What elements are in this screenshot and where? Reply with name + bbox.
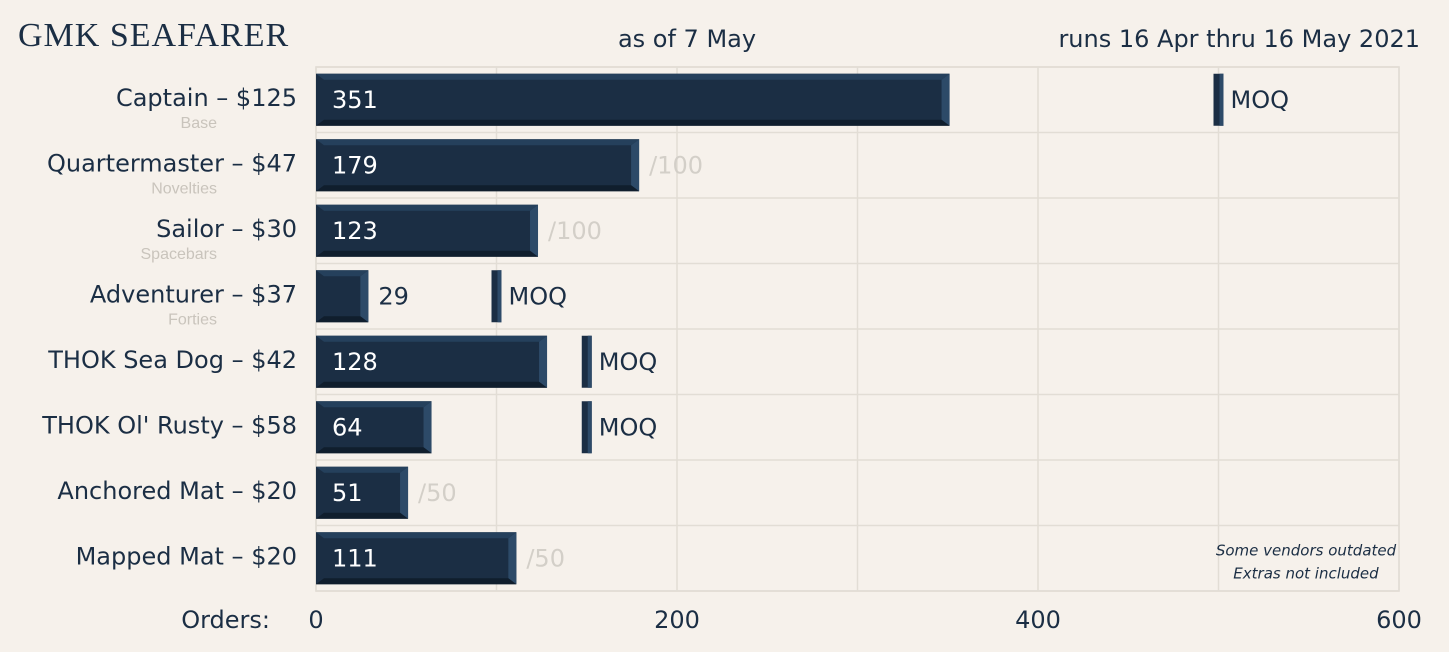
value-label: 64 — [332, 413, 363, 441]
bar-bevel — [539, 335, 548, 388]
bar-bevel — [316, 316, 369, 323]
bar-bevel — [316, 401, 432, 408]
x-tick-label: 200 — [654, 606, 700, 634]
bar — [316, 466, 409, 519]
category-note: Novelties — [151, 180, 217, 197]
bar-bevel — [316, 335, 548, 342]
x-tick-label: 400 — [1015, 606, 1061, 634]
bar-bevel — [316, 270, 369, 277]
moq-bevel — [497, 270, 502, 323]
note: Extras not included — [1233, 565, 1379, 583]
bar-bevel — [316, 578, 517, 585]
moq-label: MOQ — [509, 282, 568, 310]
category-label: Anchored Mat – $20 — [57, 477, 297, 505]
bar-bevel — [316, 250, 539, 257]
moq-marker — [1213, 73, 1224, 126]
period: runs 16 Apr thru 16 May 2021 — [1058, 25, 1420, 53]
chart-subtitle: as of 7 May — [618, 25, 756, 53]
category-label: THOK Ol' Rusty – $58 — [41, 411, 297, 439]
chart-title: GMK SEAFARER — [18, 17, 289, 54]
category-label: Sailor – $30 — [156, 215, 297, 243]
category-label: Quartermaster – $47 — [47, 149, 297, 177]
bar-bevel — [316, 119, 950, 126]
bar-bevel — [316, 185, 640, 192]
bar-bevel — [316, 381, 548, 388]
category-label: Adventurer – $37 — [90, 280, 297, 308]
bar-bevel — [941, 73, 950, 126]
value-label: 179 — [332, 151, 378, 179]
moq-marker — [581, 401, 592, 454]
value-label: 29 — [378, 282, 409, 310]
moq-label: MOQ — [599, 348, 658, 376]
bar — [316, 270, 369, 323]
goal-label: /50 — [418, 479, 457, 507]
bar-bevel — [316, 204, 539, 211]
bar — [316, 73, 950, 126]
x-axis-label: Orders: — [181, 606, 270, 634]
x-tick-label: 0 — [308, 606, 323, 634]
moq-bevel — [587, 401, 592, 454]
bar — [316, 204, 539, 257]
bar-bevel — [316, 532, 517, 539]
category-note: Base — [181, 115, 218, 132]
category-label: THOK Sea Dog – $42 — [47, 346, 297, 374]
moq-label: MOQ — [1231, 86, 1290, 114]
category-note: Forties — [168, 311, 217, 328]
moq-marker — [491, 270, 502, 323]
bar — [316, 532, 517, 585]
bar-bevel — [631, 139, 640, 192]
value-label: 123 — [332, 217, 378, 245]
bar-bevel — [423, 401, 432, 454]
bar-bevel — [316, 139, 640, 146]
goal-label: /50 — [526, 544, 565, 572]
bar-bevel — [400, 466, 409, 519]
category-label: Mapped Mat – $20 — [76, 542, 297, 570]
value-label: 51 — [332, 479, 363, 507]
value-label: 111 — [332, 544, 378, 572]
bar-bevel — [316, 512, 409, 519]
value-label: 351 — [332, 86, 378, 114]
bar-bevel — [316, 447, 432, 454]
moq-bevel — [1219, 73, 1224, 126]
moq-bevel — [587, 335, 592, 388]
moq-label: MOQ — [599, 413, 658, 441]
category-note: Spacebars — [141, 246, 218, 263]
bar — [316, 401, 432, 454]
value-label: 128 — [332, 348, 378, 376]
bar-bevel — [530, 204, 539, 257]
bar-bevel — [316, 466, 409, 473]
bar — [316, 335, 548, 388]
bar-bevel — [508, 532, 517, 585]
moq-marker — [581, 335, 592, 388]
x-tick-label: 600 — [1376, 606, 1422, 634]
note: Some vendors outdated — [1216, 542, 1397, 560]
goal-label: /100 — [548, 217, 602, 245]
goal-label: /100 — [649, 151, 703, 179]
bar-bevel — [360, 270, 369, 323]
category-label: Captain – $125 — [116, 84, 297, 112]
bar-bevel — [316, 73, 950, 80]
bar — [316, 139, 640, 192]
